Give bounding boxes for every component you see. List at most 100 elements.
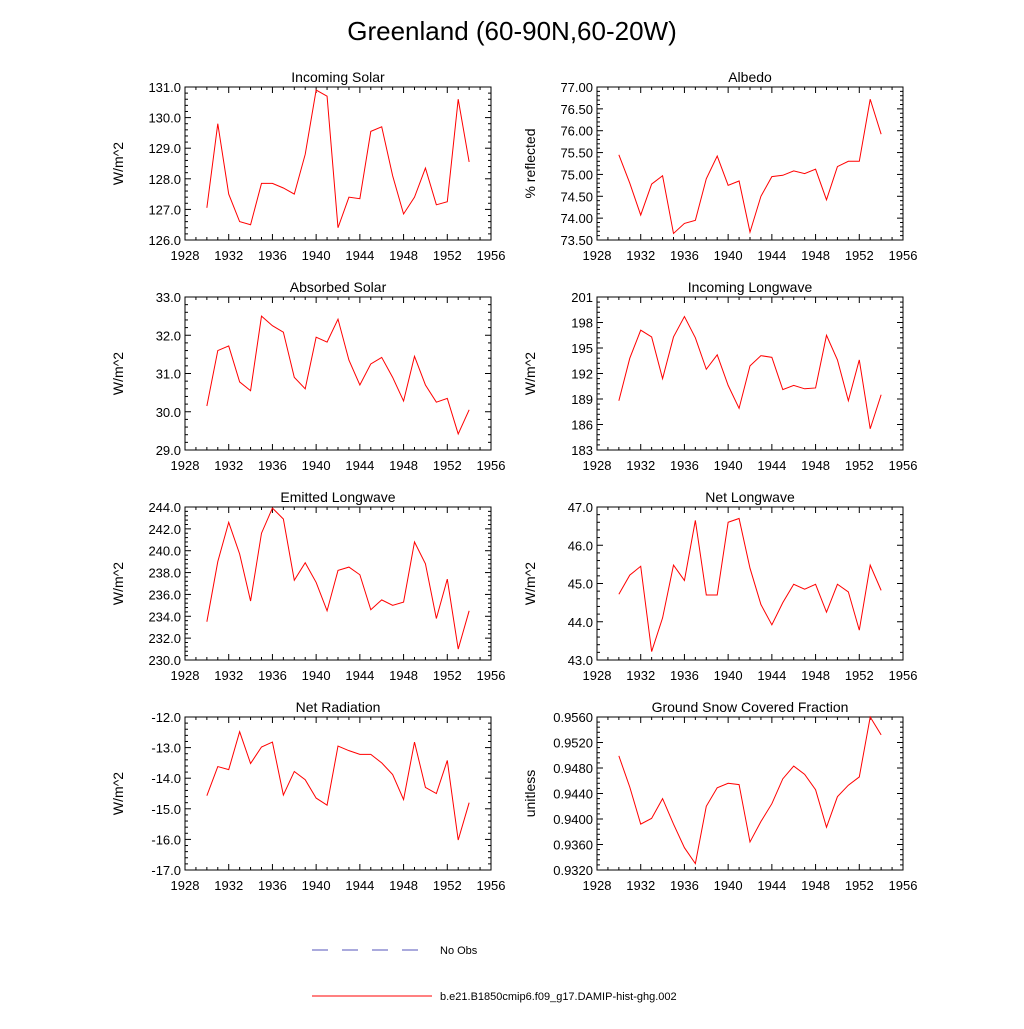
x-tick-label: 1948 [801, 668, 830, 683]
x-tick-label: 1928 [171, 668, 200, 683]
series-line [206, 315, 470, 436]
x-tick-label: 1944 [345, 248, 374, 263]
x-tick-label: 1932 [214, 248, 243, 263]
y-tick-label: 44.0 [568, 615, 593, 630]
panel-title: Incoming Longwave [688, 279, 813, 295]
y-tick-label: 195 [571, 341, 593, 356]
y-tick-label: 74.50 [560, 189, 593, 204]
legend: No Obs b.e21.B1850cmip6.f09_g17.DAMIP-hi… [312, 945, 677, 1003]
y-tick-label: 73.50 [560, 233, 593, 248]
y-tick-label: 43.0 [568, 653, 593, 668]
x-tick-label: 1944 [345, 668, 374, 683]
x-tick-label: 1932 [214, 878, 243, 893]
y-tick-label: 129.0 [148, 141, 181, 156]
panel-6: Net Longwave W/m^2 1928 1932 1936 1940 1944 194… [522, 489, 917, 683]
x-tick-label: 1928 [583, 458, 612, 473]
y-tick-label: 127.0 [148, 202, 181, 217]
x-tick-label: 1932 [626, 878, 655, 893]
y-tick-label: 234.0 [148, 609, 181, 624]
plot-frame [596, 716, 904, 871]
y-tick-label: 75.50 [560, 146, 593, 161]
x-tick-label: 1928 [583, 668, 612, 683]
panel-title: Ground Snow Covered Fraction [652, 699, 849, 715]
y-tick-label: 232.0 [148, 631, 181, 646]
x-tick-label: 1940 [302, 248, 331, 263]
y-tick-label: 238.0 [148, 566, 181, 581]
y-tick-label: 0.9360 [553, 838, 593, 853]
x-tick-label: 1932 [214, 458, 243, 473]
y-tick-label: 183 [571, 443, 593, 458]
x-tick-label: 1948 [801, 458, 830, 473]
panel-8: Ground Snow Covered Fraction unitless 1928… [522, 699, 917, 893]
x-tick-label: 1956 [889, 878, 918, 893]
x-tick-label: 1956 [889, 458, 918, 473]
x-tick-label: 1952 [845, 668, 874, 683]
panel-title: Emitted Longwave [280, 489, 395, 505]
x-tick-label: 1948 [389, 878, 418, 893]
x-tick-label: 1948 [801, 248, 830, 263]
y-tick-label: 0.9440 [553, 787, 593, 802]
figure-title: Greenland (60-90N,60-20W) [347, 16, 677, 46]
y-tick-label: 46.0 [568, 538, 593, 553]
y-axis-label: W/m^2 [110, 562, 126, 605]
series-line [618, 517, 882, 652]
y-tick-label: 76.50 [560, 102, 593, 117]
x-tick-label: 1928 [171, 458, 200, 473]
y-tick-label: 31.0 [156, 367, 181, 382]
x-tick-label: 1932 [214, 668, 243, 683]
x-tick-label: 1948 [389, 668, 418, 683]
x-tick-label: 1932 [626, 668, 655, 683]
x-tick-label: 1944 [757, 878, 786, 893]
plot-frame [596, 86, 904, 241]
x-tick-label: 1956 [889, 248, 918, 263]
y-tick-label: 0.9480 [553, 761, 593, 776]
series-line [206, 507, 470, 650]
x-tick-label: 1944 [757, 668, 786, 683]
y-tick-label: 189 [571, 392, 593, 407]
x-tick-label: 1932 [626, 248, 655, 263]
x-tick-label: 1928 [583, 878, 612, 893]
y-tick-label: 33.0 [156, 290, 181, 305]
panel-3: Absorbed Solar W/m^2 1928 1932 1936 1940 1944 1… [110, 279, 505, 473]
x-tick-label: 1936 [670, 878, 699, 893]
x-tick-label: 1948 [801, 878, 830, 893]
x-tick-label: 1952 [433, 878, 462, 893]
x-tick-label: 1928 [583, 248, 612, 263]
y-tick-label: 0.9400 [553, 812, 593, 827]
y-tick-label: 230.0 [148, 653, 181, 668]
y-axis-label: W/m^2 [522, 562, 538, 605]
x-tick-label: 1944 [345, 458, 374, 473]
y-tick-label: 128.0 [148, 172, 181, 187]
series-line [618, 315, 882, 429]
y-axis-label: unitless [522, 770, 538, 817]
panel-4: Incoming Longwave W/m^2 1928 1932 1936 1940 19… [522, 279, 917, 473]
series-line [206, 89, 470, 228]
y-tick-label: 77.00 [560, 80, 593, 95]
y-tick-label: 242.0 [148, 522, 181, 537]
x-tick-label: 1928 [171, 248, 200, 263]
x-tick-label: 1956 [477, 458, 506, 473]
x-tick-label: 1940 [714, 248, 743, 263]
x-tick-label: 1952 [845, 458, 874, 473]
series-line [618, 99, 882, 235]
y-tick-label: 0.9320 [553, 863, 593, 878]
y-tick-label: -12.0 [151, 710, 181, 725]
y-tick-label: -13.0 [151, 741, 181, 756]
x-tick-label: 1936 [670, 458, 699, 473]
x-tick-label: 1936 [670, 248, 699, 263]
y-tick-label: 29.0 [156, 443, 181, 458]
y-tick-label: 130.0 [148, 111, 181, 126]
series-line [206, 730, 470, 841]
y-tick-label: 192 [571, 367, 593, 382]
x-tick-label: 1940 [302, 668, 331, 683]
y-tick-label: 0.9560 [553, 710, 593, 725]
legend-label-model: b.e21.B1850cmip6.f09_g17.DAMIP-hist-ghg.… [440, 991, 677, 1003]
x-tick-label: 1952 [845, 248, 874, 263]
x-tick-label: 1936 [258, 248, 287, 263]
y-tick-label: 74.00 [560, 211, 593, 226]
x-tick-label: 1952 [433, 668, 462, 683]
x-tick-label: 1952 [845, 878, 874, 893]
y-tick-label: 76.00 [560, 124, 593, 139]
